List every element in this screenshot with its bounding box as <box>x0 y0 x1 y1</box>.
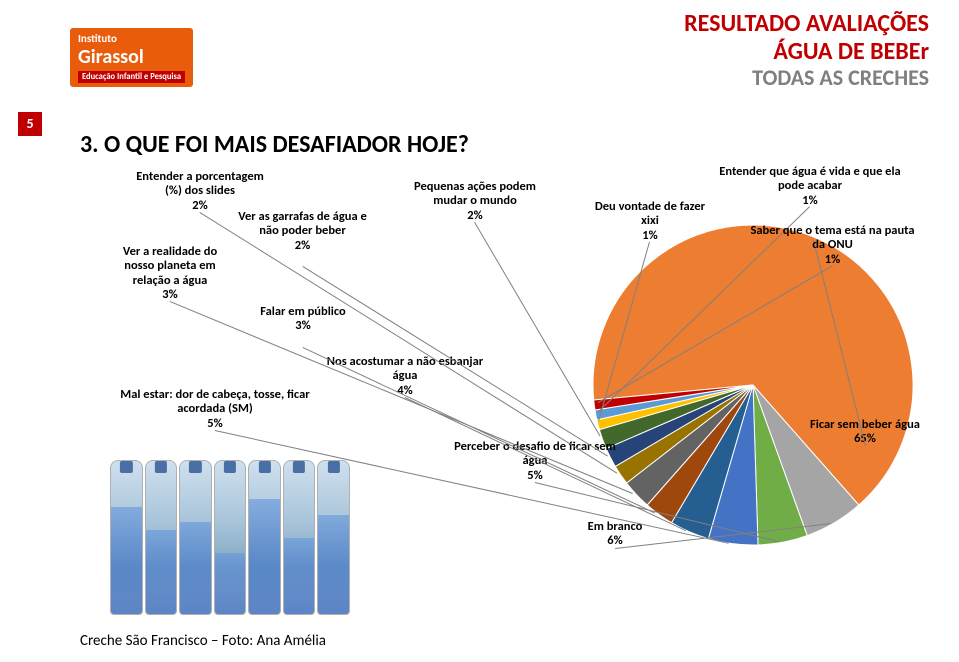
slice-label-text: Deu vontade de fazer xixi <box>585 200 715 229</box>
slice-label-text: Saber que o tema está na pauta da ONU <box>745 224 920 253</box>
leader-line <box>474 222 600 436</box>
slice-label-text: Mal estar: dor de cabeça, tosse, ficar a… <box>110 388 320 417</box>
slice-label-text: Entender que água é vida e que ela pode … <box>710 165 910 194</box>
bottle-icon <box>179 460 212 615</box>
slice-label-text: Pequenas ações podem mudar o mundo <box>400 180 550 209</box>
slice-label-pct: 5% <box>450 469 620 483</box>
slice-label-pct: 6% <box>550 534 680 548</box>
slice-label-pct: 2% <box>235 239 370 253</box>
header-title-block: RESULTADO AVALIAÇÕES ÁGUA DE BEBEr TODAS… <box>684 10 929 90</box>
slice-label-text: Falar em público <box>258 305 348 319</box>
bottle-icon <box>110 460 143 615</box>
bottle-water <box>180 522 211 614</box>
bottle-water <box>146 530 177 614</box>
bottle-water <box>111 507 142 614</box>
logo-box: Instituto Girassol Educação Infantil e P… <box>70 28 193 87</box>
bottle-water <box>249 499 280 614</box>
pie-container <box>588 220 918 550</box>
slice-label-text: Ver a realidade do nosso planeta em rela… <box>110 245 230 288</box>
header-title-1: RESULTADO AVALIAÇÕES <box>684 10 929 38</box>
photo-credit: Creche São Francisco – Foto: Ana Amélia <box>80 632 326 650</box>
bottle-water <box>318 515 349 614</box>
bottle-icon <box>317 460 350 615</box>
slice-label: Mal estar: dor de cabeça, tosse, ficar a… <box>110 388 320 431</box>
header-title-2: ÁGUA DE BEBEr <box>684 38 929 66</box>
bottle-icon <box>283 460 316 615</box>
header-title-3: TODAS AS CRECHES <box>684 65 929 90</box>
slice-label: Pequenas ações podem mudar o mundo2% <box>400 180 550 223</box>
bottle-water <box>215 553 246 614</box>
slice-label: Ver a realidade do nosso planeta em rela… <box>110 245 230 303</box>
slice-label-pct: 1% <box>585 229 715 243</box>
logo-main: Girassol <box>78 45 185 69</box>
photo-strip <box>110 460 350 615</box>
slice-label: Em branco6% <box>550 520 680 549</box>
slice-label-text: Ficar sem beber água <box>780 418 950 432</box>
question-heading: 3. O QUE FOI MAIS DESAFIADOR HOJE? <box>80 130 469 159</box>
slice-label: Ver as garrafas de água e não poder bebe… <box>235 210 370 253</box>
slice-label-pct: 2% <box>400 209 550 223</box>
slice-label-text: Perceber o desafio de ficar sem água <box>450 440 620 469</box>
slice-label-pct: 3% <box>258 319 348 333</box>
slice-label: Entender a porcentagem (%) dos slides2% <box>130 170 270 213</box>
bottle-icon <box>214 460 247 615</box>
pie-svg <box>588 220 918 550</box>
slice-label: Saber que o tema está na pauta da ONU1% <box>745 224 920 267</box>
bottle-icon <box>248 460 281 615</box>
logo-sub: Educação Infantil e Pesquisa <box>78 71 185 83</box>
logo: Instituto Girassol Educação Infantil e P… <box>70 28 230 87</box>
slice-label: Entender que água é vida e que ela pode … <box>710 165 910 208</box>
slice-label: Falar em público3% <box>258 305 348 334</box>
slice-label-text: Entender a porcentagem (%) dos slides <box>130 170 270 199</box>
slice-label-pct: 5% <box>110 417 320 431</box>
slice-label-text: Ver as garrafas de água e não poder bebe… <box>235 210 370 239</box>
bottle-water <box>284 538 315 615</box>
slice-label-pct: 1% <box>710 194 910 208</box>
logo-top: Instituto <box>78 32 185 45</box>
bottle-icon <box>145 460 178 615</box>
slice-label: Deu vontade de fazer xixi1% <box>585 200 715 243</box>
page-number: 5 <box>18 112 42 136</box>
